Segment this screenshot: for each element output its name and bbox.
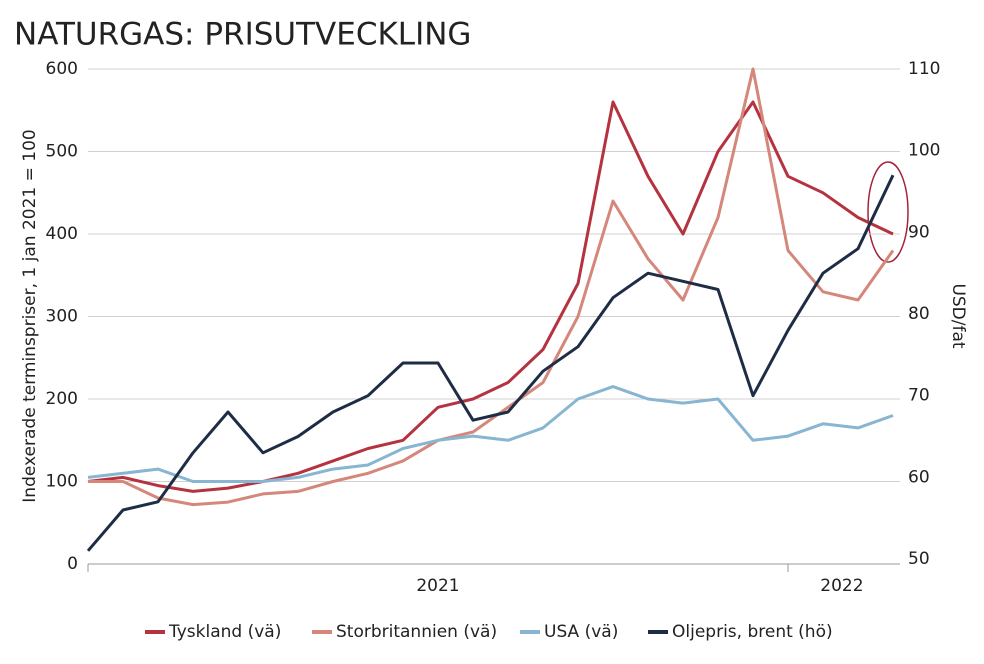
legend-label: Storbritannien (vä)	[336, 622, 497, 642]
legend-label: USA (vä)	[544, 622, 618, 642]
y-tick-label: 200	[46, 389, 78, 409]
highlight-ellipse	[867, 161, 909, 263]
y-tick-label: 400	[46, 224, 78, 244]
series-line	[88, 67, 895, 507]
series-line	[86, 174, 895, 552]
y-tick-label: 300	[46, 307, 78, 327]
y2-tick-label: 80	[908, 304, 930, 324]
y-tick-label: 500	[46, 142, 78, 162]
y-tick-label: 0	[67, 554, 78, 574]
y-axis-label: Indexerade terminspriser, 1 jan 2021 = 1…	[20, 129, 40, 502]
y2-tick-label: 110	[908, 59, 940, 79]
y2-tick-label: 50	[908, 549, 930, 569]
legend-label: Oljepris, brent (hö)	[672, 622, 833, 642]
y-tick-label: 100	[46, 472, 78, 492]
y2-tick-label: 70	[908, 386, 930, 406]
x-tick-label: 2022	[820, 576, 863, 596]
chart-title: NATURGAS: PRISUTVECKLING	[14, 17, 471, 53]
y2-tick-label: 60	[908, 467, 930, 487]
y2-axis-label: USD/fat	[948, 283, 968, 348]
legend-label: Tyskland (vä)	[168, 622, 281, 642]
y2-tick-label: 100	[908, 141, 940, 161]
y2-tick-label: 90	[908, 222, 930, 242]
series-line	[87, 100, 894, 493]
series-line	[87, 385, 894, 483]
y-tick-label: 600	[46, 59, 78, 79]
x-tick-label: 2021	[416, 576, 459, 596]
